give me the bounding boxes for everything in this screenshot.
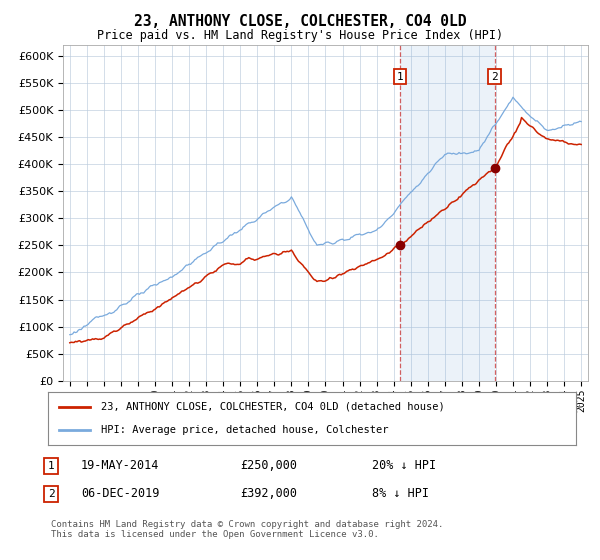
Text: 23, ANTHONY CLOSE, COLCHESTER, CO4 0LD: 23, ANTHONY CLOSE, COLCHESTER, CO4 0LD (134, 14, 466, 29)
Text: HPI: Average price, detached house, Colchester: HPI: Average price, detached house, Colc… (101, 425, 388, 435)
Text: £250,000: £250,000 (240, 459, 297, 473)
Text: 1: 1 (397, 72, 404, 82)
Text: 1: 1 (47, 461, 55, 471)
Text: 2: 2 (491, 72, 498, 82)
Text: 2: 2 (47, 489, 55, 499)
Text: 8% ↓ HPI: 8% ↓ HPI (372, 487, 429, 501)
Text: 23, ANTHONY CLOSE, COLCHESTER, CO4 0LD (detached house): 23, ANTHONY CLOSE, COLCHESTER, CO4 0LD (… (101, 402, 445, 412)
Text: 19-MAY-2014: 19-MAY-2014 (81, 459, 160, 473)
Text: 20% ↓ HPI: 20% ↓ HPI (372, 459, 436, 473)
Text: 06-DEC-2019: 06-DEC-2019 (81, 487, 160, 501)
Text: Price paid vs. HM Land Registry's House Price Index (HPI): Price paid vs. HM Land Registry's House … (97, 29, 503, 42)
Bar (400, 45, 494, 381)
Text: £392,000: £392,000 (240, 487, 297, 501)
Text: Contains HM Land Registry data © Crown copyright and database right 2024.
This d: Contains HM Land Registry data © Crown c… (51, 520, 443, 539)
